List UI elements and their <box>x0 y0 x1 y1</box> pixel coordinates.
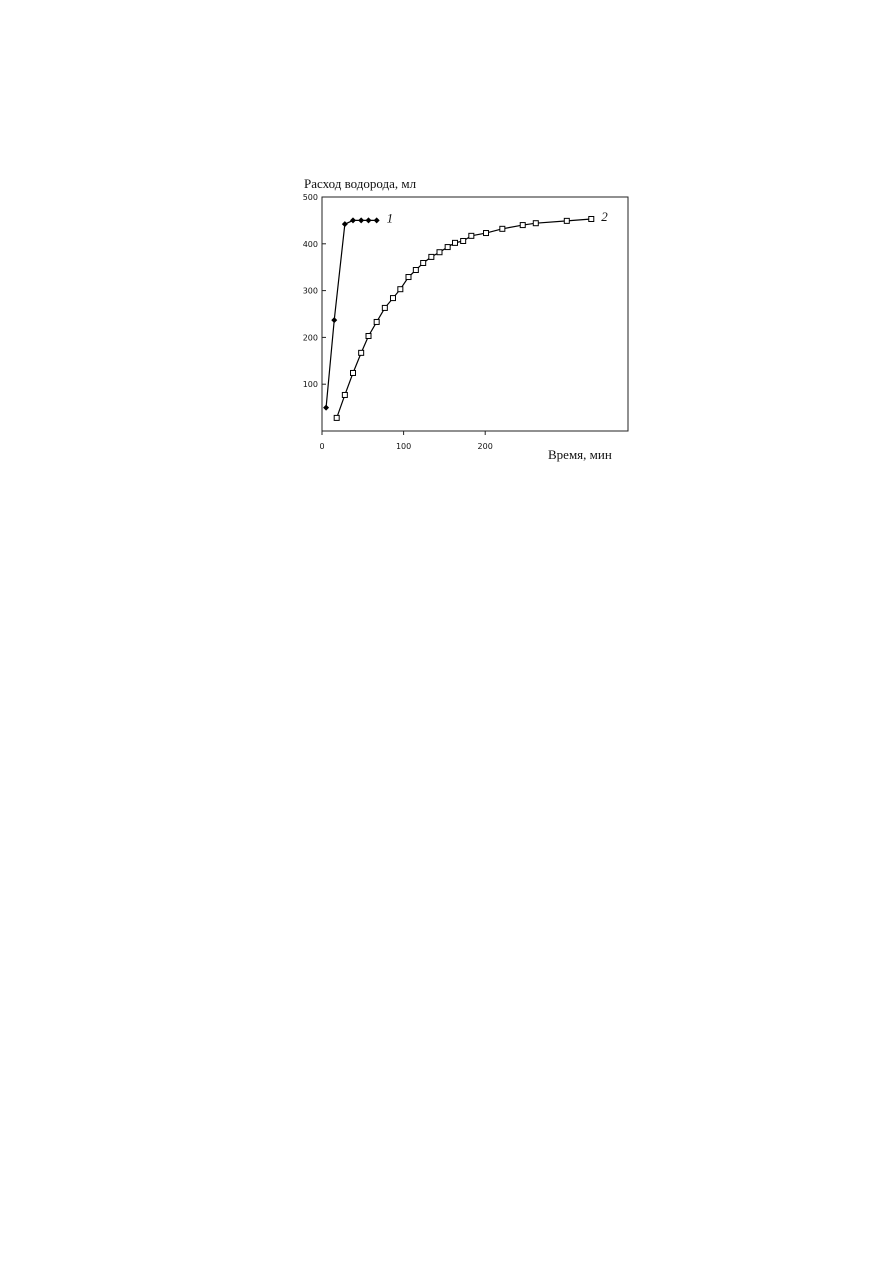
marker <box>389 295 396 302</box>
marker <box>519 222 526 229</box>
y-tick-label: 300 <box>303 287 318 296</box>
y-axis-label: Расход водорода, мл <box>304 176 417 191</box>
marker <box>444 244 451 251</box>
x-tick-label: 0 <box>319 442 324 451</box>
marker <box>532 220 539 227</box>
marker <box>350 369 357 376</box>
y-tick-label: 500 <box>303 193 318 202</box>
marker <box>588 215 595 222</box>
marker <box>420 259 427 266</box>
series-label: 2 <box>601 209 608 224</box>
plot-frame <box>321 196 629 432</box>
marker <box>333 414 340 421</box>
marker <box>365 217 372 224</box>
series-line <box>336 218 592 419</box>
marker <box>381 304 388 311</box>
marker <box>358 217 365 224</box>
x-tick-label: 200 <box>478 442 493 451</box>
y-tick-label: 200 <box>303 333 318 342</box>
x-tick-label: 100 <box>396 442 411 451</box>
marker <box>350 217 357 224</box>
marker <box>499 225 506 232</box>
marker <box>341 221 348 228</box>
marker <box>405 274 412 281</box>
marker <box>365 332 372 339</box>
x-axis-label: Время, мин <box>548 447 612 462</box>
marker <box>341 391 348 398</box>
marker <box>412 267 419 274</box>
marker <box>460 237 467 244</box>
marker <box>452 239 459 246</box>
y-tick-label: 400 <box>303 240 318 249</box>
marker <box>436 249 443 256</box>
marker <box>331 317 338 324</box>
marker <box>323 404 330 411</box>
marker <box>563 217 570 224</box>
series-label: 1 <box>387 210 394 225</box>
series-line <box>325 219 377 408</box>
marker <box>373 217 380 224</box>
marker <box>468 232 475 239</box>
y-tick-label: 100 <box>303 380 318 389</box>
marker <box>428 253 435 260</box>
marker <box>397 286 404 293</box>
marker <box>483 230 490 237</box>
marker <box>358 349 365 356</box>
marker <box>373 318 380 325</box>
